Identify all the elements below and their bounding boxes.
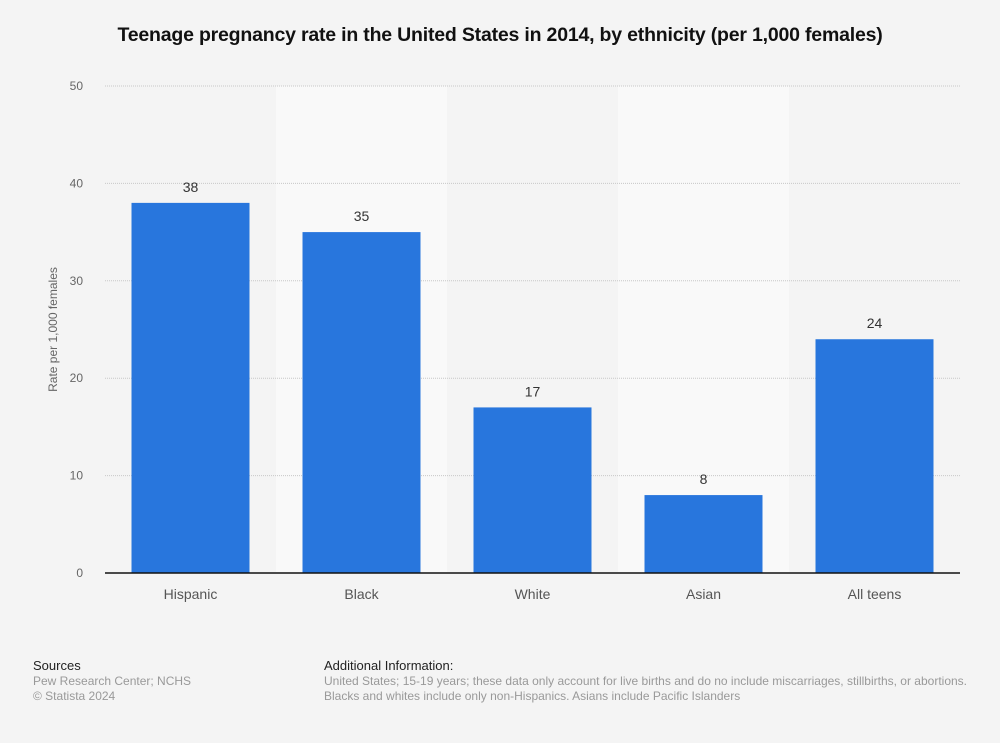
y-tick-label: 30 [70,274,84,288]
y-tick-label: 0 [76,566,83,580]
chart-title: Teenage pregnancy rate in the United Sta… [117,24,883,46]
x-tick-label: All teens [848,586,902,602]
data-label: 8 [700,471,708,487]
x-tick-label: White [515,586,551,602]
y-tick-label: 40 [70,176,84,190]
bar-black [302,232,421,573]
y-tick-label: 50 [70,79,84,93]
sources-block: Sources Pew Research Center; NCHS © Stat… [33,658,191,704]
y-axis-label: Rate per 1,000 females [46,267,60,392]
bar-asian [644,495,763,573]
bar-white [473,407,592,573]
bar-all-teens [815,339,934,573]
x-tick-label: Black [344,586,379,602]
data-label: 17 [525,383,541,399]
copyright-text: © Statista 2024 [33,689,116,703]
category-band [618,86,789,573]
bar-hispanic [131,202,250,573]
bar-chart: 0 10 20 30 40 50 Rate per 1,000 females 38 Hispa… [46,79,960,602]
data-label: 35 [354,208,370,224]
additional-info-heading: Additional Information: [324,658,454,673]
y-tick-label: 10 [70,469,84,483]
additional-info-line-2: Blacks and whites include only non-Hispa… [324,689,741,703]
x-tick-label: Asian [686,586,721,602]
additional-info-line-1: United States; 15-19 years; these data o… [324,674,968,688]
data-label: 24 [867,315,883,331]
sources-text: Pew Research Center; NCHS [33,674,192,688]
data-label: 38 [183,179,199,195]
sources-heading: Sources [33,658,81,673]
additional-info-block: Additional Information: United States; 1… [324,658,1000,704]
x-tick-label: Hispanic [164,586,218,602]
y-tick-label: 20 [70,371,84,385]
